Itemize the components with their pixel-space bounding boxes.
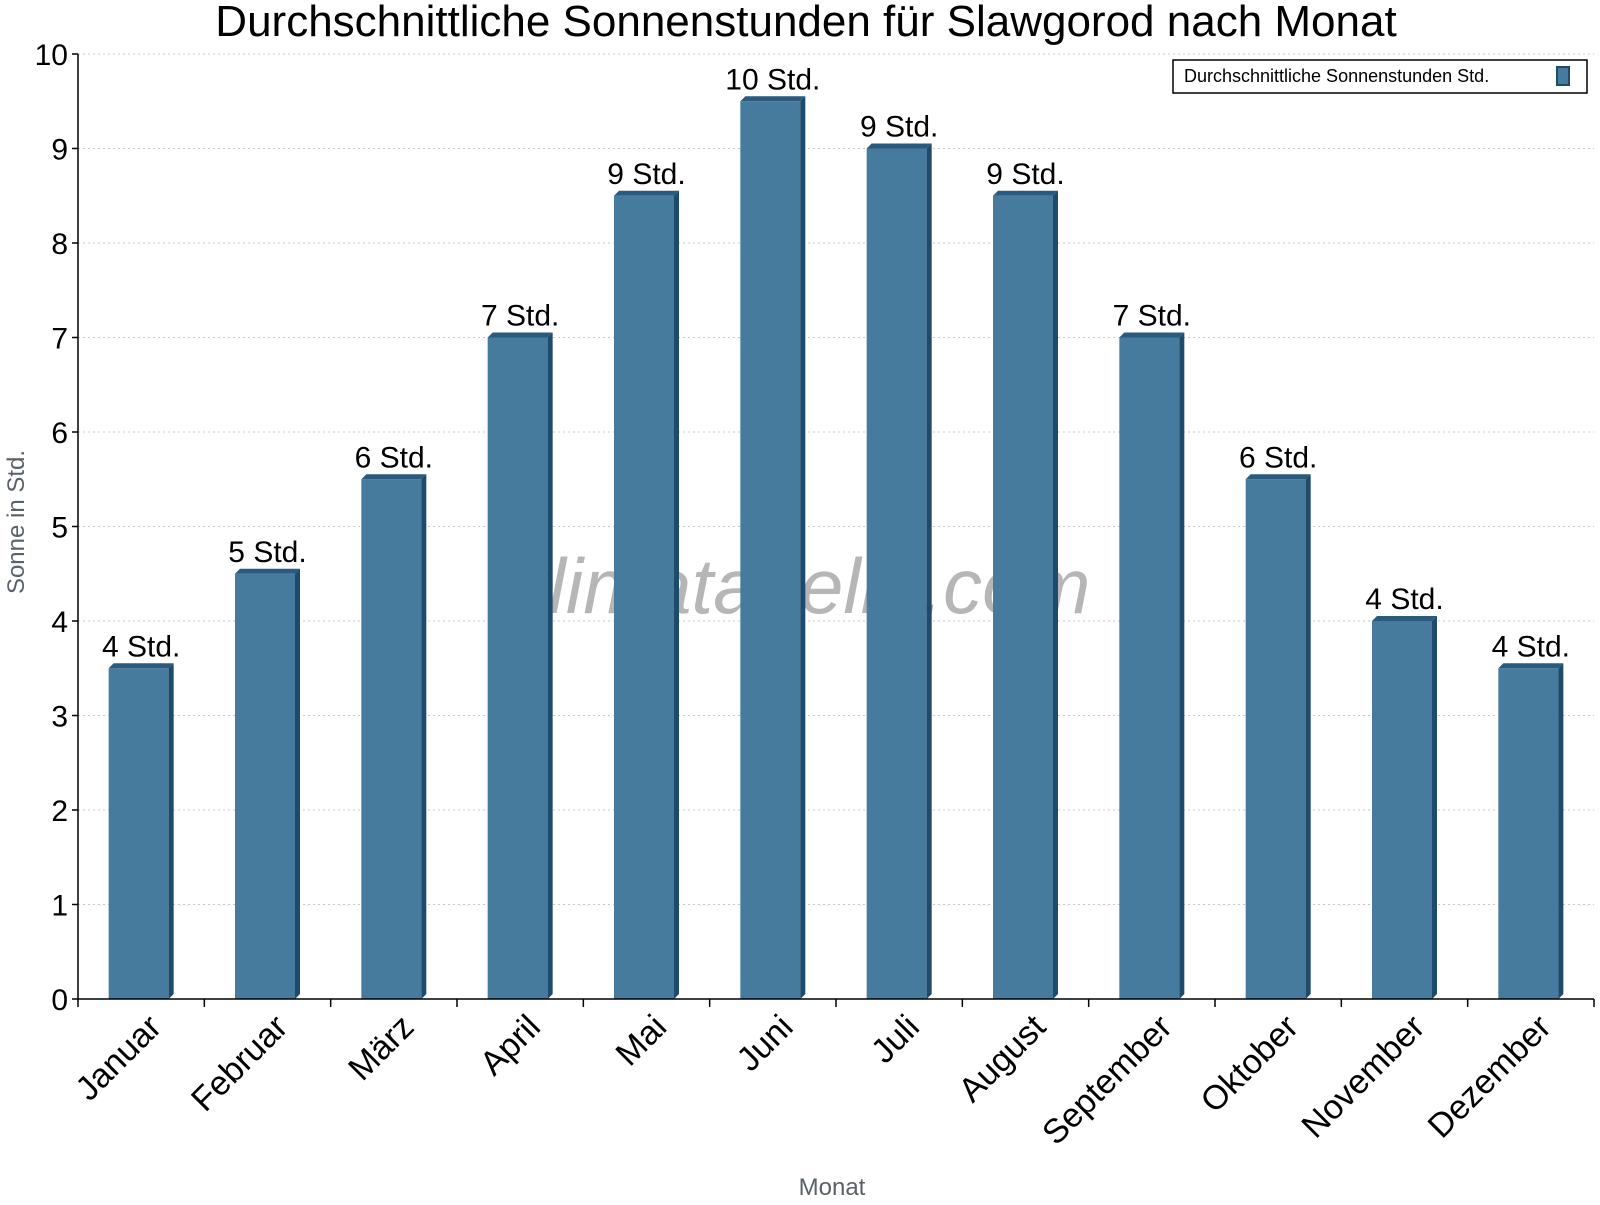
bar-face bbox=[235, 573, 295, 999]
bar-face bbox=[108, 668, 169, 999]
bar-value-label: 6 Std. bbox=[1239, 441, 1317, 474]
bar-value-label: 7 Std. bbox=[1113, 300, 1191, 333]
bar-value-label: 10 Std. bbox=[725, 63, 820, 96]
x-tick-label: April bbox=[473, 1008, 548, 1083]
bar-side bbox=[926, 143, 932, 999]
y-axis-title: Sonne in Std. bbox=[3, 450, 30, 594]
bar bbox=[235, 568, 300, 999]
y-tick-label: 6 bbox=[51, 417, 68, 450]
x-axis-title: Monat bbox=[799, 1174, 866, 1200]
bar-face bbox=[1498, 668, 1559, 999]
bar-value-label: 9 Std. bbox=[986, 158, 1064, 191]
bar-value-label: 9 Std. bbox=[860, 111, 938, 144]
y-tick-label: 9 bbox=[51, 134, 68, 167]
bar-face bbox=[614, 195, 674, 999]
y-tick-label: 10 bbox=[35, 39, 68, 72]
y-tick-label: 0 bbox=[51, 984, 68, 1017]
bar-top bbox=[1372, 616, 1437, 621]
bar-side bbox=[295, 568, 300, 999]
bar-side bbox=[1053, 190, 1058, 999]
bar-top bbox=[361, 474, 427, 480]
bar-face bbox=[1372, 621, 1432, 999]
legend-label: Durchschnittliche Sonnenstunden Std. bbox=[1184, 66, 1489, 86]
bar-side bbox=[1305, 474, 1311, 999]
bar-top bbox=[614, 190, 679, 196]
bar-value-label: 5 Std. bbox=[228, 536, 306, 569]
legend: Durchschnittliche Sonnenstunden Std. bbox=[1172, 59, 1588, 94]
y-tick-label: 3 bbox=[51, 701, 68, 734]
bars bbox=[108, 96, 1564, 999]
bar-top bbox=[866, 143, 932, 149]
bar-side bbox=[421, 474, 427, 999]
x-tick-label: Mai bbox=[609, 1008, 675, 1074]
bar-side bbox=[168, 663, 174, 999]
bar-face bbox=[487, 337, 548, 999]
bar bbox=[361, 474, 427, 999]
x-tick-label: September bbox=[1035, 1008, 1179, 1152]
bar-top bbox=[993, 190, 1058, 196]
x-tick-label: August bbox=[951, 1007, 1053, 1109]
bar-face bbox=[1119, 337, 1180, 999]
bar-top bbox=[1498, 663, 1564, 669]
x-tick-label: März bbox=[341, 1008, 421, 1088]
bar-face bbox=[866, 148, 927, 999]
data-labels: 4 Std. 5 Std. 6 Std. 7 Std. 9 Std. 10 Std. 9 S… bbox=[102, 63, 1570, 663]
bar-value-label: 7 Std. bbox=[481, 300, 559, 333]
legend-box bbox=[1172, 59, 1588, 94]
bar bbox=[1372, 616, 1437, 999]
legend-swatch bbox=[1556, 66, 1570, 86]
grid-lines bbox=[78, 53, 1594, 905]
bar bbox=[1119, 332, 1185, 999]
y-tick-label: 8 bbox=[51, 228, 68, 261]
bar-top bbox=[487, 332, 553, 338]
bar bbox=[993, 190, 1058, 999]
bar-face bbox=[993, 195, 1053, 999]
bar-value-label: 6 Std. bbox=[355, 441, 433, 474]
bar-side bbox=[547, 332, 553, 999]
y-tick-label: 4 bbox=[51, 606, 68, 639]
y-tick-label: 1 bbox=[51, 890, 68, 923]
bar bbox=[108, 663, 174, 999]
bar-side bbox=[1179, 332, 1185, 999]
bar-face bbox=[361, 479, 422, 999]
bar bbox=[487, 332, 553, 999]
bar-side bbox=[1558, 663, 1564, 999]
y-tick-label: 5 bbox=[51, 512, 68, 545]
bar-top bbox=[1119, 332, 1185, 338]
bar-side bbox=[674, 190, 679, 999]
x-tick-label: Juni bbox=[730, 1008, 801, 1079]
bar-top bbox=[108, 663, 174, 669]
bar-value-label: 4 Std. bbox=[102, 630, 180, 663]
x-tick-label: Oktober bbox=[1193, 1008, 1305, 1120]
x-tick-label: Dezember bbox=[1421, 1008, 1559, 1146]
bar bbox=[866, 143, 932, 999]
y-tick-label: 2 bbox=[51, 795, 68, 828]
x-tick-label: Februar bbox=[184, 1008, 295, 1119]
bar-face bbox=[1245, 479, 1306, 999]
bar-value-label: 4 Std. bbox=[1492, 630, 1570, 663]
bar-top bbox=[235, 568, 300, 574]
bar-side bbox=[800, 96, 806, 999]
x-tick-label: November bbox=[1294, 1008, 1432, 1146]
bar-value-label: 4 Std. bbox=[1365, 583, 1443, 616]
y-tick-label: 7 bbox=[51, 323, 68, 356]
x-tick-label: Juli bbox=[864, 1008, 927, 1071]
bar-top bbox=[1245, 474, 1311, 480]
chart-title: Durchschnittliche Sonnenstunden für Slaw… bbox=[215, 0, 1396, 46]
bar bbox=[1245, 474, 1311, 999]
bar-face bbox=[740, 101, 801, 999]
bar bbox=[614, 190, 679, 999]
bar bbox=[740, 96, 806, 999]
bar-top bbox=[740, 96, 806, 102]
bar-value-label: 9 Std. bbox=[607, 158, 685, 191]
x-tick-label: Januar bbox=[68, 1008, 168, 1108]
bar-side bbox=[1432, 616, 1437, 999]
bar bbox=[1498, 663, 1564, 999]
